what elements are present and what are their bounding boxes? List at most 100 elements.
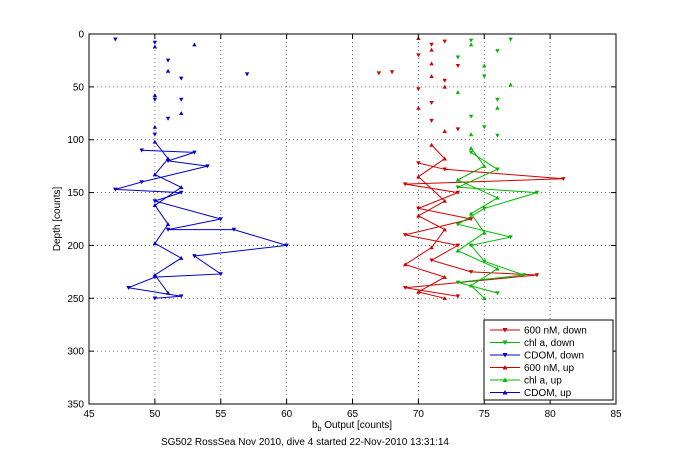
data-point bbox=[113, 187, 118, 192]
data-point bbox=[416, 213, 421, 218]
legend-label: chl a, down bbox=[524, 338, 575, 349]
legend-entry: CDOM, down bbox=[490, 351, 584, 362]
data-point bbox=[468, 38, 474, 43]
data-point bbox=[495, 167, 500, 172]
data-point bbox=[192, 150, 197, 155]
y-tick-label: 150 bbox=[67, 188, 84, 199]
data-point bbox=[455, 248, 461, 253]
x-tick-label: 50 bbox=[149, 409, 161, 420]
data-point bbox=[468, 217, 474, 222]
data-point bbox=[442, 39, 447, 44]
data-point bbox=[429, 61, 434, 66]
x-tick-label: 75 bbox=[479, 409, 491, 420]
data-point bbox=[468, 270, 474, 275]
data-point bbox=[284, 243, 289, 248]
data-point bbox=[495, 266, 500, 271]
data-point bbox=[165, 156, 171, 161]
data-point bbox=[521, 273, 526, 278]
data-point bbox=[152, 272, 158, 277]
series-3 bbox=[403, 36, 447, 301]
data-point bbox=[429, 142, 434, 147]
data-point bbox=[442, 198, 447, 203]
data-point bbox=[179, 294, 184, 299]
data-point bbox=[165, 58, 171, 63]
data-point bbox=[165, 227, 171, 232]
data-point bbox=[468, 145, 474, 150]
data-point bbox=[152, 139, 158, 144]
data-point bbox=[482, 206, 487, 211]
data-point bbox=[534, 273, 540, 278]
data-point bbox=[442, 84, 447, 89]
data-point bbox=[152, 199, 158, 204]
legend-marker bbox=[502, 365, 508, 370]
series-2 bbox=[113, 37, 289, 301]
data-point bbox=[495, 105, 500, 110]
data-point bbox=[534, 190, 540, 195]
data-point bbox=[468, 114, 474, 119]
data-point bbox=[152, 40, 158, 45]
data-point bbox=[179, 97, 184, 102]
data-point bbox=[455, 294, 461, 299]
data-point bbox=[495, 97, 500, 102]
data-point bbox=[482, 259, 487, 264]
data-point bbox=[495, 195, 500, 200]
data-point bbox=[152, 203, 158, 208]
data-point bbox=[442, 156, 447, 161]
data-point bbox=[152, 44, 158, 49]
legend-label: CDOM, up bbox=[524, 388, 572, 399]
data-point bbox=[429, 42, 434, 47]
legend-label: CDOM, down bbox=[524, 351, 584, 362]
legend-entry: 600 nM, up bbox=[490, 363, 574, 374]
data-point bbox=[429, 118, 434, 123]
y-axis-label: Depth [counts] bbox=[52, 187, 63, 252]
data-point bbox=[179, 185, 184, 190]
data-point bbox=[482, 163, 487, 168]
data-point bbox=[416, 87, 421, 92]
data-point bbox=[139, 180, 144, 185]
data-point bbox=[416, 206, 421, 211]
ticks: 45 50 55 60 65 70 75 80 85 0 50 100 150 200 250 300 350 bbox=[67, 30, 622, 421]
data-point bbox=[113, 37, 118, 42]
data-point bbox=[455, 190, 461, 195]
data-point bbox=[442, 274, 447, 279]
data-point bbox=[442, 296, 447, 301]
data-point bbox=[429, 100, 434, 105]
series-line bbox=[115, 149, 287, 299]
data-point bbox=[152, 93, 158, 98]
data-point bbox=[179, 111, 184, 116]
legend-marker bbox=[502, 340, 508, 345]
data-point bbox=[192, 42, 197, 47]
data-point bbox=[139, 148, 144, 153]
data-point bbox=[416, 105, 421, 110]
data-point bbox=[508, 37, 513, 42]
legend-entry: CDOM, up bbox=[490, 388, 572, 399]
legend-entry: 600 nM, down bbox=[490, 326, 587, 337]
data-point bbox=[126, 285, 131, 290]
legend-label: 600 nM, down bbox=[524, 326, 587, 337]
x-tick-label: 45 bbox=[83, 409, 95, 420]
data-point bbox=[389, 70, 395, 75]
data-point bbox=[231, 227, 237, 232]
data-point bbox=[482, 125, 487, 130]
data-point bbox=[192, 254, 197, 259]
data-point bbox=[455, 55, 461, 60]
data-point bbox=[508, 82, 513, 87]
data-point bbox=[429, 245, 434, 250]
caption: SG502 RossSea Nov 2010, dive 4 started 2… bbox=[161, 437, 449, 448]
data-point bbox=[205, 164, 210, 169]
data-point bbox=[179, 255, 184, 260]
data-point bbox=[429, 74, 434, 79]
data-point bbox=[416, 53, 421, 58]
data-point bbox=[403, 285, 408, 290]
x-tick-label: 60 bbox=[281, 409, 293, 420]
legend-box bbox=[483, 319, 614, 401]
x-tick-label: 80 bbox=[545, 409, 557, 420]
data-point bbox=[165, 290, 171, 295]
data-point bbox=[482, 74, 487, 79]
data-point bbox=[152, 132, 158, 137]
x-tick-label: 55 bbox=[215, 409, 227, 420]
data-point bbox=[495, 291, 500, 296]
data-point bbox=[468, 132, 474, 137]
data-point bbox=[152, 296, 158, 301]
